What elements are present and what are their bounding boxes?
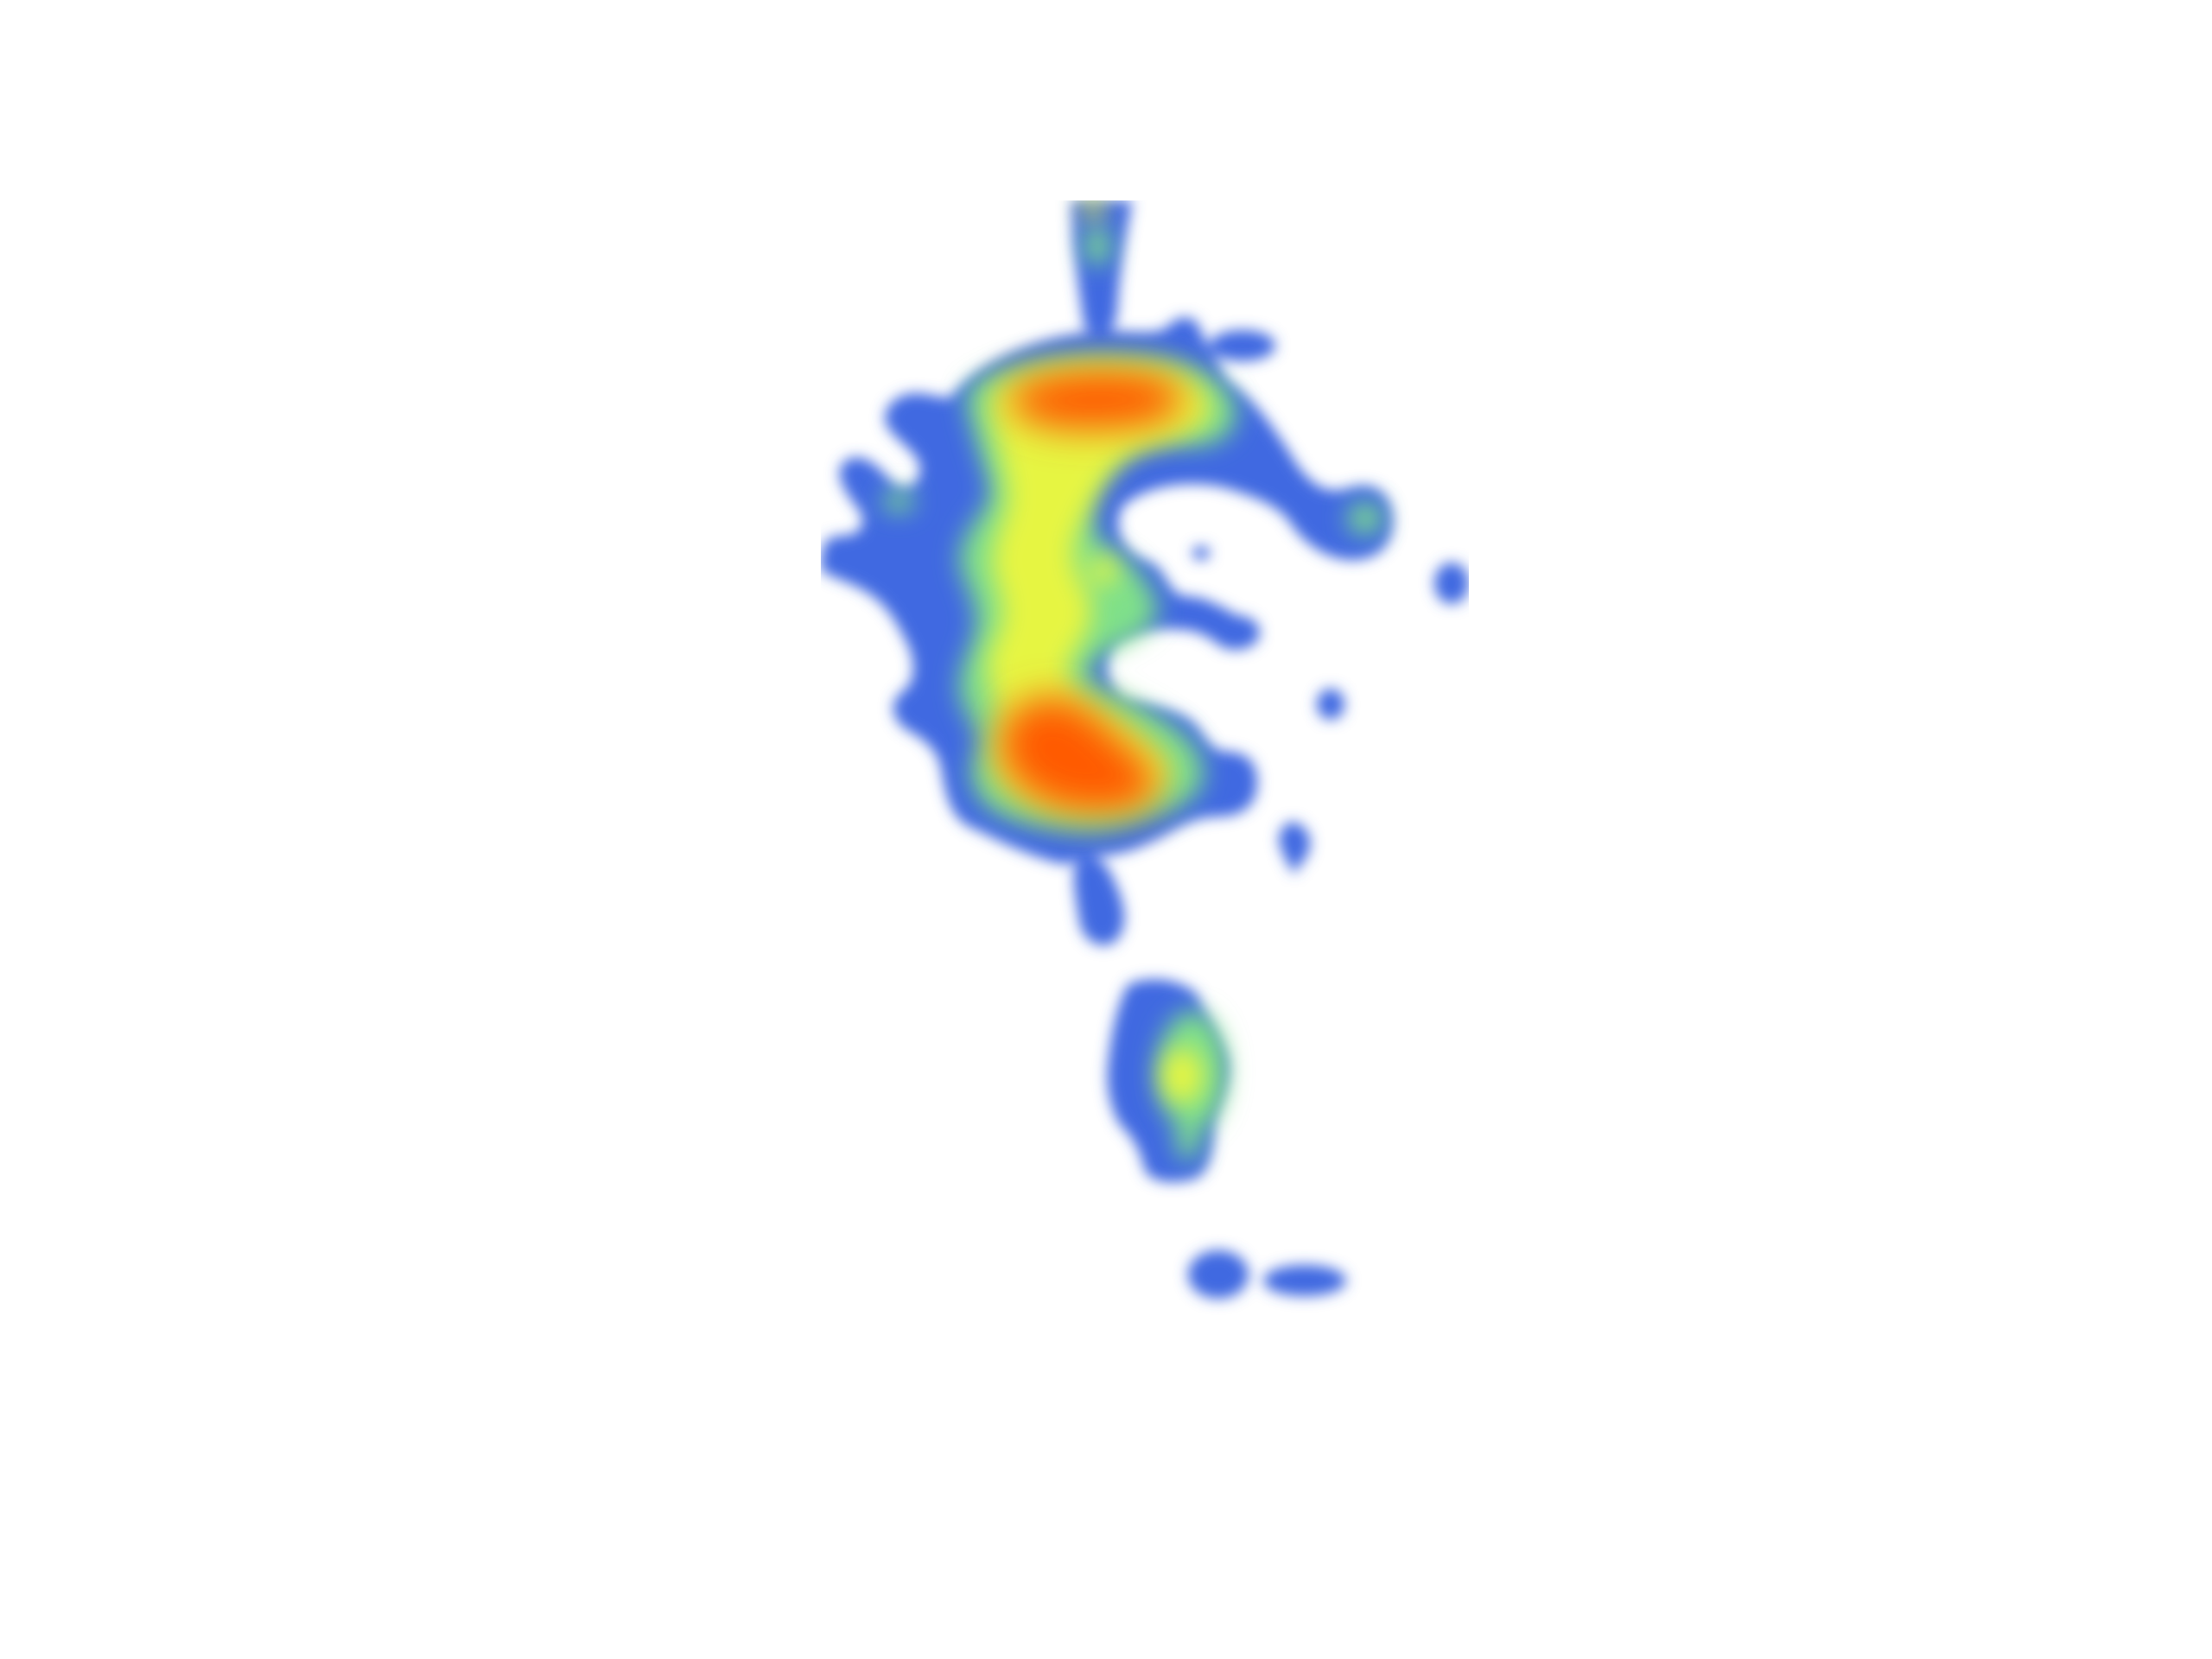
heat-blob xyxy=(999,696,1157,813)
heat-blob xyxy=(1434,563,1469,604)
heat-blob xyxy=(1317,689,1344,720)
heat-blob xyxy=(1009,370,1183,429)
heat-blob xyxy=(883,491,914,512)
heat-blob xyxy=(1083,200,1103,219)
heat-blob xyxy=(1211,615,1260,650)
heat-layer-high xyxy=(999,370,1183,813)
heat-blob xyxy=(1348,503,1382,534)
heat-blob xyxy=(1161,1048,1203,1103)
heat-blob xyxy=(1192,546,1210,560)
heat-blob xyxy=(1279,822,1311,874)
heat-blob xyxy=(1176,1122,1200,1160)
heat-blob xyxy=(1073,856,1125,945)
heat-blob xyxy=(1188,1250,1249,1299)
heat-blob xyxy=(1084,227,1110,265)
heat-blob xyxy=(1092,555,1116,586)
heatmap-layer-group xyxy=(821,200,1469,1299)
heat-blob xyxy=(1263,1265,1346,1296)
heat-blob xyxy=(1210,330,1275,361)
heat-blob xyxy=(1071,200,1132,337)
